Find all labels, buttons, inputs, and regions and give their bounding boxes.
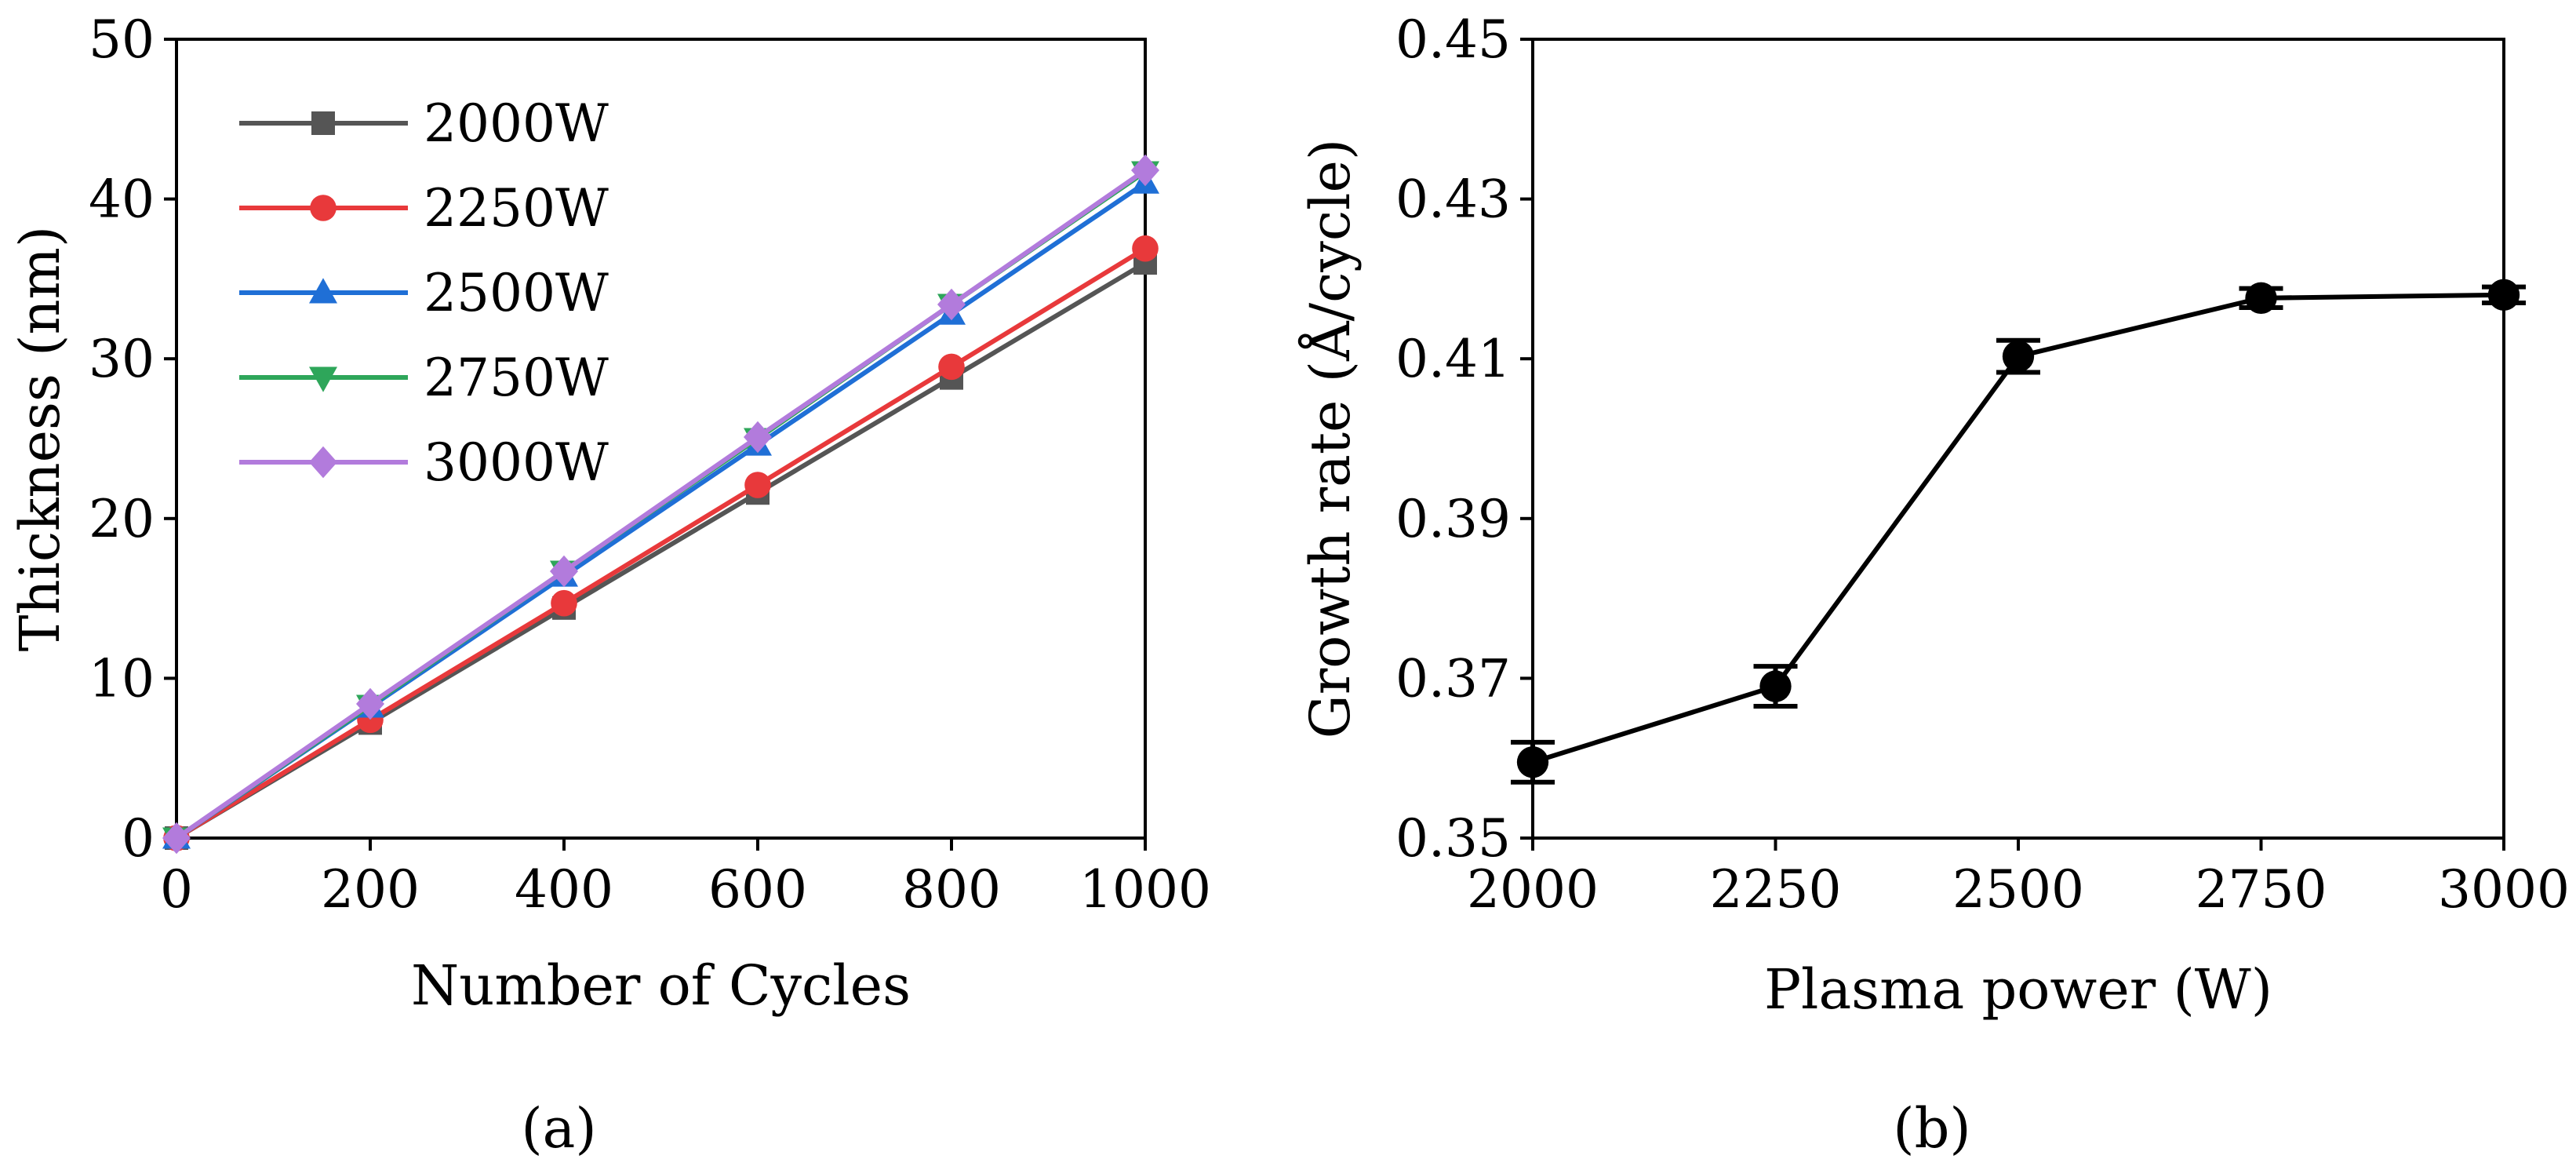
data-point (1516, 746, 1549, 778)
data-point (744, 421, 772, 454)
y-axis-title-b: Growth rate (Å/cycle) (1298, 139, 1363, 738)
growth-rate-chart: 2000 2250 2500 2750 3000 0.35 0.37 0.39 0.41 0.43… (1298, 9, 2570, 1161)
legend-item: 2250W (239, 178, 609, 239)
y-tick-label: 0 (122, 808, 155, 869)
legend-item: 3000W (239, 432, 609, 493)
data-point (1131, 154, 1159, 187)
x-tick-label: 2500 (1952, 859, 2084, 920)
data-point (2002, 340, 2035, 373)
data-point (162, 822, 191, 855)
panel-label-a: (a) (521, 1096, 596, 1161)
series-3000w (162, 154, 1159, 855)
x-tick-label: 2750 (2196, 859, 2327, 920)
x-tick-label: 600 (708, 859, 807, 920)
series-growth-rate (1511, 279, 2526, 785)
x-tick-label: 200 (321, 859, 420, 920)
x-tick-label: 1000 (1079, 859, 1211, 920)
y-tick-label: 0.39 (1395, 489, 1511, 549)
y-tick-label: 0.41 (1395, 329, 1511, 389)
data-point (356, 687, 384, 720)
y-tick-label: 50 (89, 9, 155, 70)
series-group-b (1511, 279, 2526, 785)
legend-item: 2750W (239, 348, 609, 408)
legend-label: 3000W (424, 432, 609, 493)
x-tick-label: 0 (160, 859, 193, 920)
data-point (551, 589, 577, 617)
x-axis-title-a: Number of Cycles (411, 953, 911, 1018)
plot-frame-a (175, 38, 1147, 840)
legend-label: 2250W (424, 178, 609, 239)
legend-marker (309, 446, 337, 479)
series-line (175, 168, 1147, 840)
legend-label: 2000W (424, 93, 609, 154)
x-tick-label: 800 (902, 859, 1001, 920)
data-point (1759, 670, 1792, 702)
data-point (1132, 235, 1159, 262)
y-tick-label: 30 (89, 329, 155, 389)
axis-ticks-b (1520, 38, 2505, 851)
data-point (744, 472, 771, 498)
y-tick-label: 20 (89, 489, 155, 549)
y-tick-label: 0.37 (1395, 648, 1511, 709)
legend-label: 2500W (424, 263, 609, 323)
x-tick-label: 400 (515, 859, 613, 920)
legend-marker (311, 111, 335, 135)
legend-marker (309, 366, 337, 392)
x-tick-label: 3000 (2438, 859, 2570, 920)
legend-item: 2000W (239, 93, 609, 154)
y-tick-label: 40 (89, 169, 155, 230)
data-point (2245, 282, 2277, 314)
axis-ticks-a (164, 38, 1147, 851)
legend-marker (309, 278, 337, 304)
series-2000w (165, 251, 1157, 850)
y-tick-label: 0.35 (1395, 808, 1511, 869)
tick-labels-b: 2000 2250 2500 2750 3000 0.35 0.37 0.39 0.41 0.43… (1395, 9, 2570, 920)
legend-a: 2000W 2250W 2500W 2750W 3000W (239, 93, 609, 493)
y-tick-label: 0.45 (1395, 9, 1511, 70)
data-point (937, 288, 966, 321)
legend-marker (310, 195, 337, 221)
legend-item: 2500W (239, 263, 609, 323)
x-tick-label: 2000 (1467, 859, 1599, 920)
data-point (938, 353, 965, 381)
tick-labels-a: 0 200 400 600 800 1000 0 10 20 30 40 50 (89, 9, 1211, 920)
data-point (550, 555, 578, 588)
panel-label-b: (b) (1893, 1096, 1970, 1161)
y-axis-title-a: Thickness (nm) (8, 226, 72, 651)
data-point (2487, 279, 2520, 311)
legend-label: 2750W (424, 348, 609, 408)
y-tick-label: 10 (89, 648, 155, 709)
series-group-a (162, 154, 1159, 855)
x-tick-label: 2250 (1710, 859, 1842, 920)
y-tick-label: 0.43 (1395, 169, 1511, 230)
series-line (175, 246, 1147, 840)
x-axis-title-b: Plasma power (W) (1764, 957, 2272, 1022)
